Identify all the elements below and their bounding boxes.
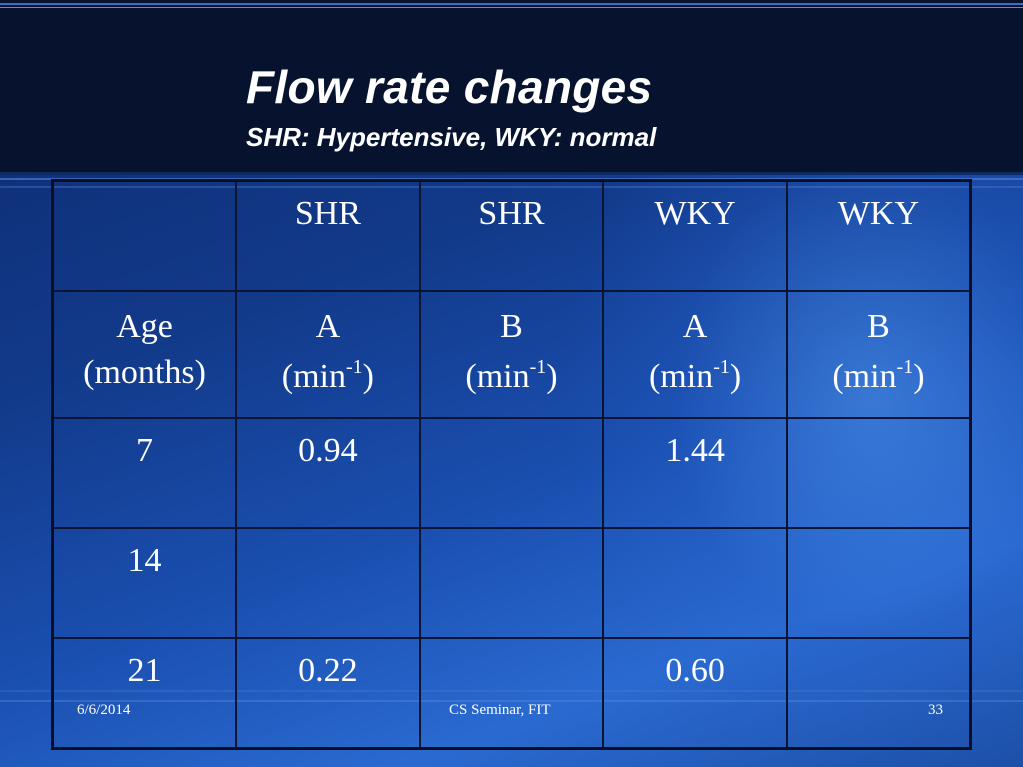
top-accent-line xyxy=(0,3,1023,5)
unit-text: (min xyxy=(281,358,346,395)
table-cell-age: 14 xyxy=(51,527,238,639)
top-accent-line-thin xyxy=(0,7,1023,8)
table-cell-age: 7 xyxy=(51,417,238,529)
table-cell-age: 21 xyxy=(51,637,238,750)
param-unit: (min-1) xyxy=(792,352,965,402)
table-header-cell: WKY xyxy=(602,179,788,292)
table-header-row: SHR SHR WKY WKY xyxy=(51,179,972,292)
table-cell xyxy=(785,637,972,750)
footer-date: 6/6/2014 xyxy=(77,702,131,718)
unit-close: ) xyxy=(362,358,374,395)
title-band xyxy=(0,0,1023,175)
table-cell xyxy=(235,527,421,639)
age-unit: (months) xyxy=(83,354,206,391)
param-header-cell: A (min-1) xyxy=(602,290,788,419)
table-param-row: Age (months) A (min-1) B (min-1) A (min-… xyxy=(51,290,972,419)
unit-close: ) xyxy=(913,358,925,395)
table-cell xyxy=(418,417,605,529)
slide-subtitle: SHR: Hypertensive, WKY: normal xyxy=(246,122,657,152)
table-header-cell: SHR xyxy=(418,179,605,292)
table-cell xyxy=(602,527,788,639)
param-unit: (min-1) xyxy=(608,352,782,402)
unit-exponent: -1 xyxy=(346,356,363,378)
table-row: 14 xyxy=(51,527,972,639)
table-header-cell xyxy=(51,179,238,292)
unit-text: (min xyxy=(648,358,714,395)
age-header-cell: Age (months) xyxy=(51,290,238,419)
footer-title: CS Seminar, FIT xyxy=(449,702,551,718)
table-cell: 0.22 xyxy=(235,637,421,750)
table-header-cell: SHR xyxy=(235,179,421,292)
age-label: Age xyxy=(116,308,173,345)
slide-title: Flow rate changes xyxy=(246,61,653,113)
page-number: 33 xyxy=(928,702,943,718)
param-name: B xyxy=(500,308,523,345)
table-cell xyxy=(785,527,972,639)
unit-text: (min xyxy=(465,358,530,395)
table-header-cell: WKY xyxy=(785,179,972,292)
param-name: A xyxy=(315,308,341,345)
unit-exponent: -1 xyxy=(713,356,730,378)
table-cell: 0.60 xyxy=(602,637,788,750)
flow-rate-table: SHR SHR WKY WKY Age (months) A (min-1) B… xyxy=(51,179,972,750)
table-cell xyxy=(785,417,972,529)
table-cell xyxy=(418,527,605,639)
unit-exponent: -1 xyxy=(529,356,547,378)
unit-close: ) xyxy=(729,358,742,395)
param-name: B xyxy=(867,308,890,345)
table-row: 21 0.22 0.60 xyxy=(51,637,972,750)
param-header-cell: A (min-1) xyxy=(235,290,421,419)
unit-close: ) xyxy=(546,358,558,395)
table-cell xyxy=(418,637,605,750)
param-header-cell: B (min-1) xyxy=(785,290,972,419)
table-cell: 1.44 xyxy=(602,417,788,529)
unit-text: (min xyxy=(832,358,897,395)
param-unit: (min-1) xyxy=(425,352,599,402)
param-name: A xyxy=(682,308,708,345)
unit-exponent: -1 xyxy=(896,356,914,378)
param-unit: (min-1) xyxy=(241,352,415,402)
table-cell: 0.94 xyxy=(235,417,421,529)
table-row: 7 0.94 1.44 xyxy=(51,417,972,529)
param-header-cell: B (min-1) xyxy=(418,290,605,419)
